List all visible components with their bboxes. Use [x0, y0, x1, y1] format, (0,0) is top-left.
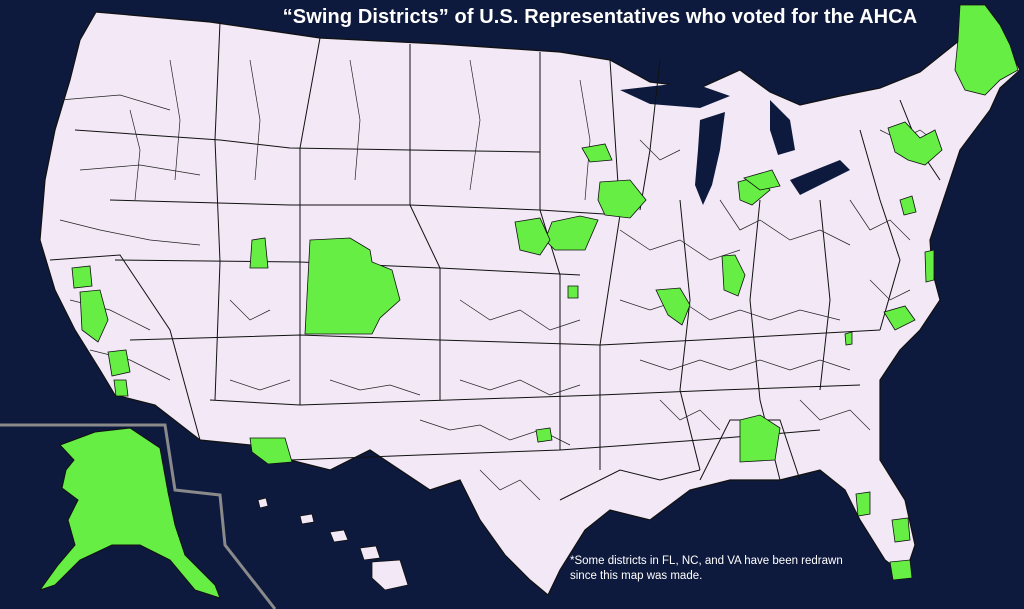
- district-ca-central: [79, 289, 109, 343]
- district-arizona: [249, 437, 293, 465]
- district-ca-north: [71, 265, 93, 289]
- district-wisconsin: [581, 143, 613, 163]
- district-colorado: [304, 237, 401, 335]
- district-ny-upstate: [887, 121, 943, 166]
- district-texas: [535, 427, 553, 443]
- lake-superior: [620, 82, 730, 108]
- district-ca-la: [113, 379, 129, 397]
- district-va-coast: [924, 249, 935, 283]
- district-iowa-east: [597, 179, 647, 219]
- district-michigan: [743, 169, 781, 191]
- district-boundaries: [59, 59, 941, 501]
- footnote-line-1: *Some districts in FL, NC, and VA have b…: [570, 555, 843, 567]
- lake-erie: [790, 160, 850, 195]
- footnote-line-2: since this map was made.: [570, 570, 703, 582]
- district-nc: [844, 331, 853, 346]
- district-maine: [954, 4, 1019, 96]
- map-title: “Swing Districts” of U.S. Representative…: [282, 6, 918, 28]
- lake-michigan: [695, 112, 725, 205]
- district-utah: [249, 237, 269, 269]
- district-indiana: [721, 254, 746, 297]
- alaska-district: [38, 427, 221, 599]
- district-florida-east: [891, 517, 911, 543]
- hawaii-islands: [257, 497, 409, 591]
- footnote: *Some districts in FL, NC, and VA have b…: [570, 554, 900, 584]
- district-nebraska: [514, 217, 551, 256]
- district-georgia: [739, 414, 781, 463]
- district-florida-central: [855, 491, 871, 517]
- swing-districts: [71, 4, 1019, 581]
- district-ca-south: [107, 349, 131, 377]
- lake-huron: [770, 100, 795, 155]
- district-pa: [899, 195, 917, 216]
- district-virginia: [883, 305, 916, 331]
- inset-frame: [0, 423, 277, 609]
- district-kansas: [567, 285, 579, 299]
- district-florida-south: [889, 559, 913, 581]
- district-illinois: [655, 287, 691, 326]
